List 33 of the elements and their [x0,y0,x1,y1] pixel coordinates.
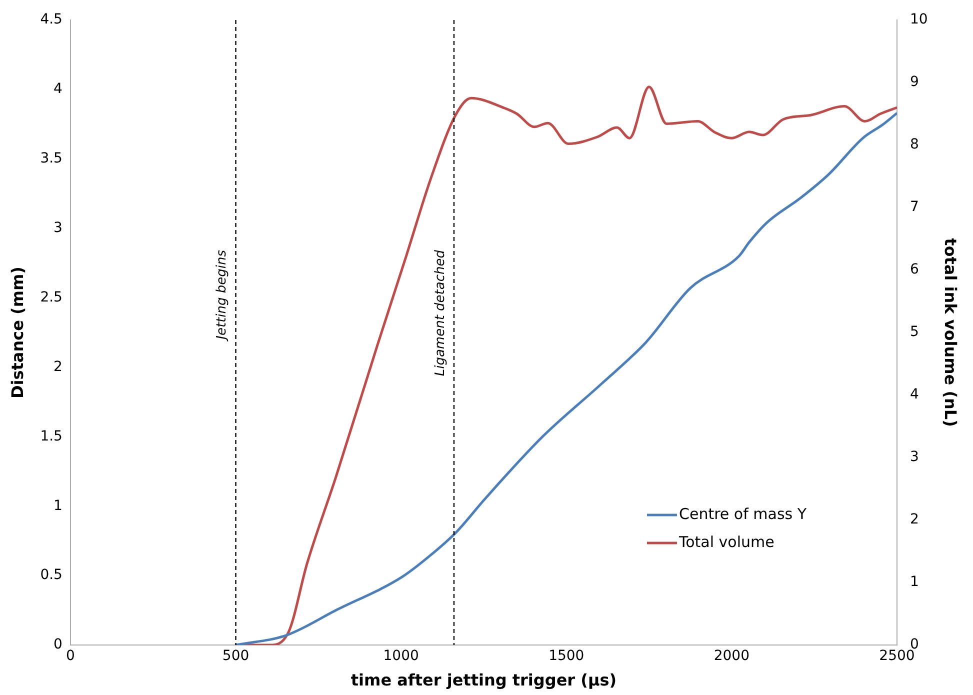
y2-tick-label: 10 [910,12,928,28]
ref-line-label: Jetting begins [214,250,230,342]
y-tick-label: 3 [54,220,62,236]
y-tick-label: 4.5 [40,12,62,28]
y-tick-label: 4 [54,81,63,98]
legend-label: Centre of mass Y [678,504,808,523]
y-tick-label: 3.5 [40,150,62,167]
y2-tick-label: 3 [910,449,919,466]
ref-line-label: Ligament detached [432,249,448,376]
y-tick-label: 0 [54,636,62,653]
y-tick-label: 2.5 [40,289,62,306]
y-axis-title: Distance (mm) [8,266,27,398]
y2-tick-label: 1 [910,574,919,590]
y2-tick-label: 9 [910,74,919,90]
x-axis-title: time after jetting trigger (µs) [350,670,617,690]
y-tick-label: 0.5 [40,567,62,584]
y2-tick-label: 2 [910,512,919,528]
y-tick-label: 1.5 [40,428,62,444]
y2-axis-title: total ink volume (nL) [941,238,960,427]
y-tick-label: 1 [54,498,62,514]
x-tick-label: 0 [66,648,75,664]
y2-tick-label: 4 [910,386,919,403]
y2-tick-label: 7 [910,199,919,216]
x-tick-label: 2000 [714,648,750,664]
x-tick-label: 1000 [383,648,419,664]
y2-tick-label: 8 [910,136,919,153]
y-tick-label: 2 [54,358,62,375]
x-tick-label: 500 [222,648,250,664]
y2-tick-label: 5 [910,324,919,340]
x-tick-label: 2500 [879,648,915,664]
x-tick-label: 1500 [548,648,584,664]
y2-tick-label: 6 [910,262,919,278]
legend-label: Total volume [678,532,774,551]
